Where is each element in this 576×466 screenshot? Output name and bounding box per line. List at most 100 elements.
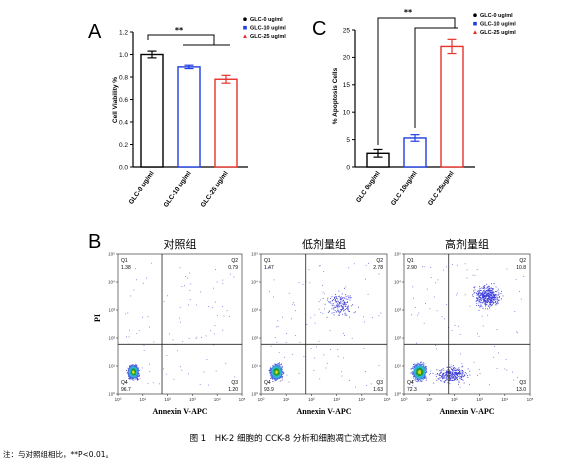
x-tick-label: 10¹ <box>140 397 147 402</box>
x-category-label: GLC-25 ug/ml <box>200 170 230 209</box>
legend-marker <box>243 17 247 22</box>
flow-dots <box>125 262 236 386</box>
y-tick-label: 5 <box>346 137 350 144</box>
x-category-label: GLC 0ug/ml <box>355 170 382 204</box>
bar <box>177 66 201 168</box>
panel-b-flow-cytometry: B PI 对照组Q11.38Q20.79Q496.7Q31.2010⁰10⁰10… <box>88 231 534 416</box>
y-tick-label: 25 <box>343 27 351 34</box>
quadrant-q3-name: Q3 <box>231 380 238 386</box>
y-tick-label: 1.2 <box>119 29 128 36</box>
y-tick-label: 10¹ <box>108 364 115 369</box>
panel-b-y-axis-label: PI <box>93 314 102 322</box>
x-tick-label: 10⁰ <box>401 397 408 402</box>
figure-note: 注：与对照组相比，**P<0.01。 <box>3 449 113 459</box>
x-category-label: GLC-10 ug/ml <box>163 170 193 209</box>
bar <box>440 45 464 168</box>
x-tick-label: 10⁰ <box>115 397 122 402</box>
y-tick-label: 10⁵ <box>394 252 401 257</box>
y-tick-label: 10² <box>108 336 115 341</box>
x-tick-label: 10⁰ <box>258 397 265 402</box>
y-tick-label: 20 <box>343 55 351 62</box>
bar <box>214 78 238 168</box>
x-tick-label: 10¹ <box>283 397 290 402</box>
panel-c-bar-chart: C % Apoptosis Cells 0 5 10 15 20 25 GLC 0ug/m… <box>312 8 516 207</box>
legend-entry: GLC-10 ug/ml <box>480 22 516 28</box>
flow-plot-title: 高剂量组 <box>445 237 489 251</box>
quadrant-q2-value: 0.79 <box>228 265 238 271</box>
quadrant-q1-value: 2.90 <box>407 265 417 271</box>
flow-plot-x-axis-label: Annexin V-APC <box>152 407 207 416</box>
panel-c-significance: ** <box>377 8 458 145</box>
quadrant-q2-value: 2.78 <box>373 265 383 271</box>
y-tick-label: 10⁴ <box>394 280 401 285</box>
quadrant-q1-value: 1.38 <box>121 265 131 271</box>
quadrant-q2-name: Q2 <box>519 258 526 264</box>
quadrant-q3-value: 13.0 <box>516 387 526 393</box>
x-tick-label: 10³ <box>189 397 196 402</box>
y-tick-label: 10³ <box>108 308 115 313</box>
y-tick-label: 10⁰ <box>108 392 115 397</box>
panel-a-significance: ** <box>147 26 230 46</box>
y-tick-label: 10⁴ <box>251 280 258 285</box>
x-tick-label: 10⁵ <box>527 397 534 402</box>
flow-plot-x-axis-label: Annexin V-APC <box>439 407 494 416</box>
panel-c-label: C <box>312 18 326 40</box>
quadrant-q4-value: 93.9 <box>264 387 274 393</box>
y-tick-label: 10⁴ <box>108 280 115 285</box>
legend-marker <box>473 21 477 26</box>
legend-marker <box>473 30 477 34</box>
quadrant-q4-name: Q4 <box>407 380 414 386</box>
quadrant-q3-name: Q3 <box>376 380 383 386</box>
y-tick-label: 10⁰ <box>251 392 258 397</box>
x-category-label: GLC 25ug/ml <box>427 170 456 207</box>
x-tick-label: 10² <box>451 397 458 402</box>
quadrant-q4-name: Q4 <box>264 380 271 386</box>
y-tick-label: 0.8 <box>119 74 128 81</box>
y-tick-label: 10⁰ <box>394 392 401 397</box>
legend-marker <box>243 34 247 38</box>
flow-plot-x-axis-label: Annexin V-APC <box>296 407 351 416</box>
quadrant-q1-value: 1.47 <box>264 265 274 271</box>
legend-entry: GLC-25 ug/ml <box>250 34 286 40</box>
x-tick-label: 10⁴ <box>501 397 508 402</box>
quadrant-q2-value: 10.8 <box>516 265 526 271</box>
legend-marker <box>243 25 247 30</box>
flow-dots <box>268 262 382 388</box>
y-tick-label: 10³ <box>251 308 258 313</box>
y-tick-label: 10³ <box>394 308 401 313</box>
y-tick-label: 0 <box>346 164 350 171</box>
y-tick-label: 10¹ <box>251 364 258 369</box>
y-tick-label: 10² <box>251 336 258 341</box>
panel-a-significance-mark: ** <box>175 26 184 35</box>
y-tick-label: 0.2 <box>119 142 128 149</box>
x-tick-label: 10⁴ <box>214 397 221 402</box>
x-tick-label: 10⁵ <box>384 397 391 402</box>
quadrant-q2-name: Q2 <box>231 258 238 264</box>
panel-a-label: A <box>88 21 102 43</box>
x-tick-label: 10⁵ <box>239 397 246 402</box>
flow-plot-title: 低剂量组 <box>302 237 346 251</box>
flow-plot-title: 对照组 <box>164 237 197 251</box>
panel-a-y-axis-label: Cell Viability % <box>112 77 119 123</box>
quadrant-q4-name: Q4 <box>121 380 128 386</box>
legend-entry: GLC-10 ug/ml <box>250 26 286 32</box>
legend-entry: GLC-25 ug/ml <box>480 30 516 36</box>
quadrant-q3-value: 1.63 <box>373 387 383 393</box>
quadrant-q4-value: 96.7 <box>121 387 131 393</box>
y-tick-label: 10 <box>343 110 351 117</box>
legend-entry: GLC-0 ug/ml <box>250 17 283 23</box>
quadrant-q2-name: Q2 <box>376 258 383 264</box>
x-category-label: GLC 10ug/ml <box>390 170 419 207</box>
bar <box>403 137 427 168</box>
y-tick-label: 10¹ <box>394 364 401 369</box>
flow-dots <box>410 263 525 388</box>
y-tick-label: 0.4 <box>119 119 128 126</box>
quadrant-q4-value: 72.3 <box>407 387 417 393</box>
quadrant-q1-name: Q1 <box>264 258 271 264</box>
quadrant-q1-name: Q1 <box>121 258 128 264</box>
legend-entry: GLC-0 ug/ml <box>480 13 513 19</box>
x-tick-label: 10⁴ <box>358 397 365 402</box>
y-tick-label: 10² <box>394 336 401 341</box>
